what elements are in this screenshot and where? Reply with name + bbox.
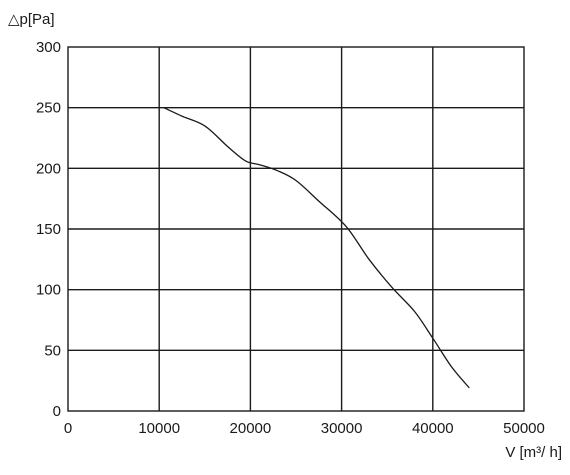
grid [68,47,524,411]
x-tick-label: 10000 [138,420,180,437]
y-axis-label: △p[Pa] [8,11,55,28]
y-tick-label: 150 [36,221,61,238]
x-tick-label: 40000 [412,420,454,437]
y-tick-label: 100 [36,282,61,299]
x-tick-label: 30000 [321,420,363,437]
x-axis-label: V [m³/ h] [505,444,562,461]
x-axis-tick-labels: 0 10000 20000 30000 40000 50000 [64,420,545,437]
y-tick-label: 300 [36,39,61,56]
y-tick-label: 50 [44,342,61,359]
series-line [163,107,470,389]
y-tick-label: 0 [53,403,61,420]
plot-frame [67,46,525,412]
x-tick-label: 0 [64,420,72,437]
y-axis-tick-labels: 0 50 100 150 200 250 300 [36,39,61,420]
y-tick-label: 250 [36,100,61,117]
x-tick-label: 50000 [503,420,545,437]
x-tick-label: 20000 [230,420,272,437]
y-tick-label: 200 [36,160,61,177]
